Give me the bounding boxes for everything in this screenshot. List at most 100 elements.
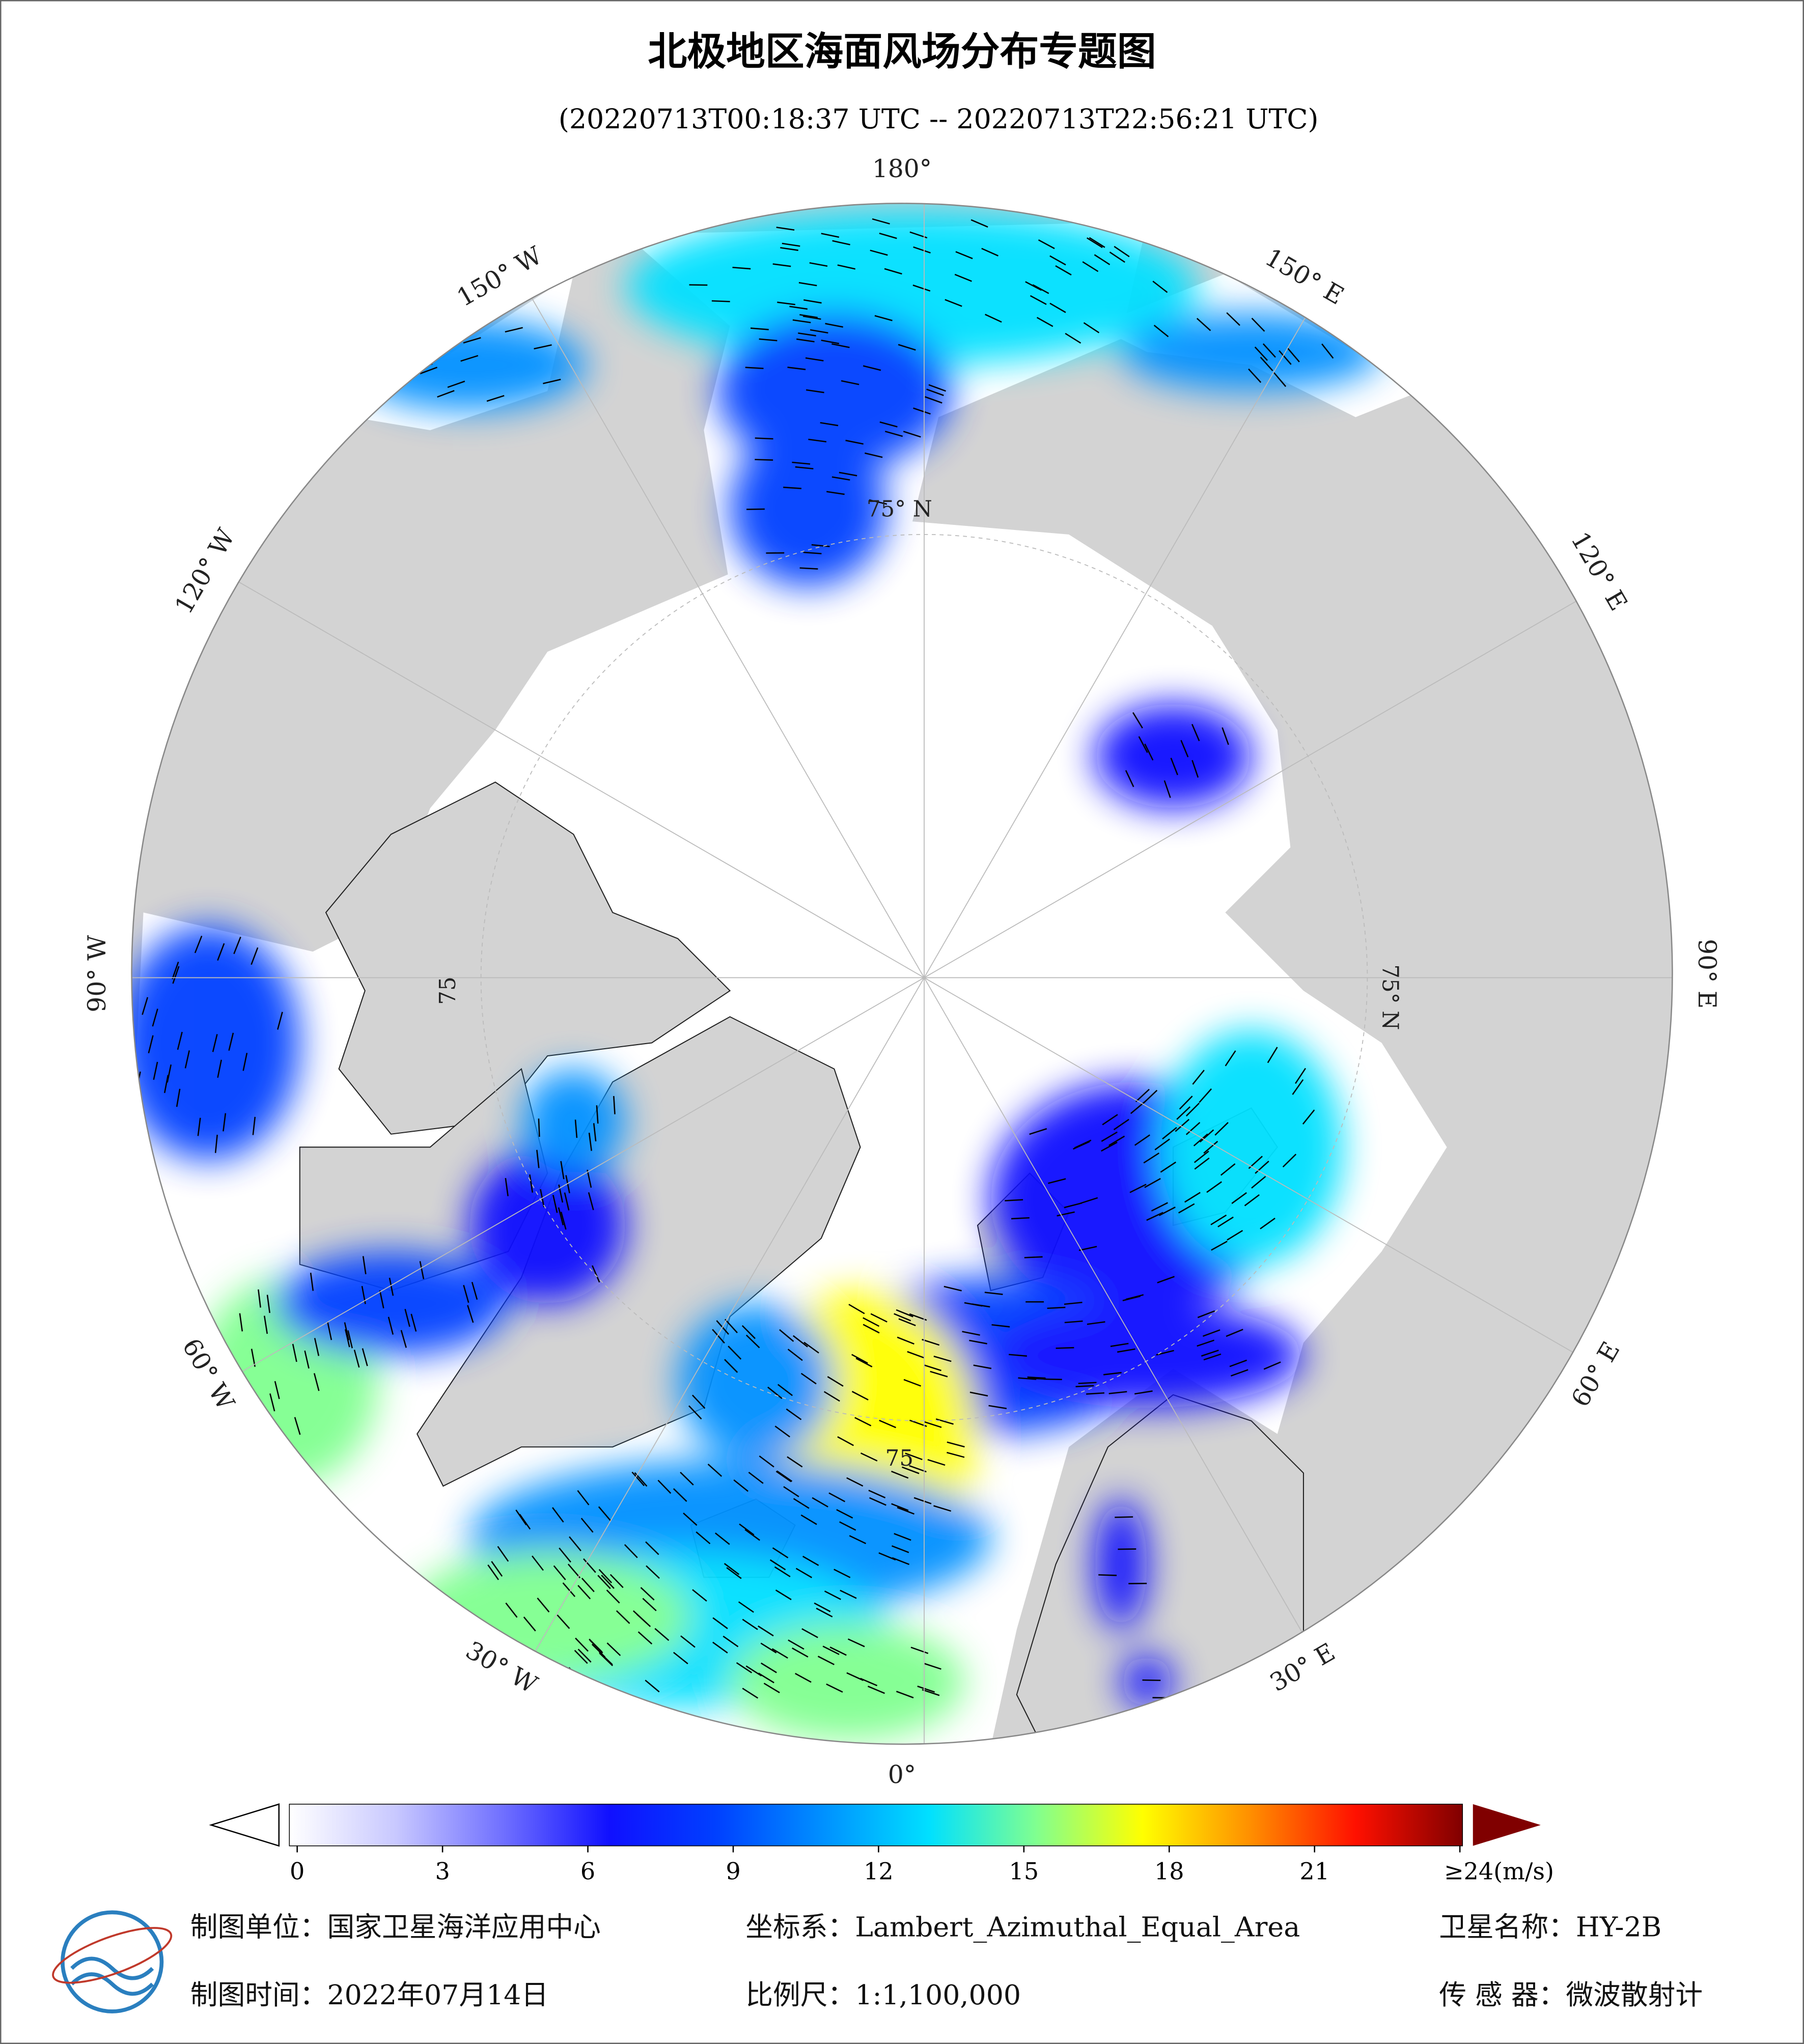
wind-arrow [803,299,822,304]
wind-arrow [896,1691,914,1699]
wind-arrow [800,1514,817,1525]
wind-arrow [184,1050,190,1069]
wind-arrow [1179,1096,1193,1110]
wind-arrow [1263,1361,1281,1370]
wind-arrow [884,431,903,437]
wind-arrow [707,1464,723,1477]
graticule-label: 180° [872,155,932,183]
wind-arrow [497,1546,509,1562]
colorbar-tick-label: 21 [1299,1858,1329,1885]
wind-arrow [587,1169,592,1188]
latitude-label: 75° N [1377,964,1402,1030]
wind-arrow [1117,1348,1135,1353]
wind-arrow [758,1625,774,1637]
wind-arrow [1110,1342,1129,1347]
colorbar-tick-label: 0 [290,1858,304,1885]
wind-arrow [1231,1369,1248,1377]
wind-arrow [831,343,850,348]
wind-arrow [1153,324,1169,338]
wind-arrow [981,247,999,257]
wind-arrow [775,1589,792,1601]
graticule-label: 90° E [1692,939,1721,1009]
wind-arrow [795,1672,812,1683]
meridian [519,277,925,978]
wind-arrow [902,1466,920,1474]
wind-arrow [1109,251,1125,263]
wind-patch [730,1622,965,1741]
wind-arrow [863,1324,880,1334]
wind-arrow [574,1119,578,1138]
wind-patch [521,1069,626,1173]
wind-arrow [552,1507,564,1523]
wind-arrow [1122,1295,1141,1302]
wind-arrow [642,1598,657,1611]
wind-arrow [793,1498,810,1509]
wind-arrow [1279,350,1292,365]
meridian [924,977,1329,1678]
wind-arrow [1202,1329,1220,1337]
wind-arrow [696,1531,711,1545]
wind-arrow [828,1492,846,1502]
footer-date: 制图时间：2022年07月14日 [190,1979,549,2011]
colorbar-tick-label: 18 [1154,1858,1184,1885]
wind-arrow [969,1391,988,1397]
wind-arrow [840,1589,857,1599]
wind-arrow [732,266,751,270]
wind-arrow [1055,265,1072,276]
wind-arrow [809,262,828,267]
wind-arrow [1064,1301,1083,1305]
wind-arrow [569,1536,581,1552]
wind-arrow [353,1350,360,1368]
wind-arrow [1287,347,1300,362]
wind-arrow [153,1061,158,1080]
wind-arrow [1225,1050,1236,1067]
wind-arrow [1321,343,1334,359]
wind-arrow [774,1566,791,1578]
wind-arrow [772,263,791,267]
wind-arrow [832,240,850,245]
wind-arrow [792,461,811,465]
wind-arrow [760,1662,777,1673]
wind-arrow [829,1646,847,1656]
wind-arrow [1083,322,1100,333]
wind-arrow [537,1598,550,1613]
wind-arrow [925,396,942,404]
wind-arrow [869,1497,886,1506]
wind-arrow [543,378,561,384]
wind-arrow [689,284,708,286]
wind-arrow [783,1486,799,1498]
wind-arrow [239,1313,243,1332]
wind-arrow [867,1686,885,1694]
wind-arrow [943,1285,962,1292]
map-border [131,203,1673,1745]
wind-arrow [1160,1161,1177,1173]
wind-arrow [294,1417,301,1435]
wind-arrow [1135,1088,1150,1103]
wind-arrow [787,1349,803,1361]
wind-arrow [860,1452,878,1462]
wind-arrow [1072,1141,1090,1150]
wind-arrow [536,1150,540,1168]
wind-arrow [806,389,824,394]
wind-arrow [1210,1214,1227,1225]
wind-arrow [560,1212,567,1230]
latitude-label: 75 [885,1446,913,1471]
wind-patch [1121,313,1382,391]
wind-arrow [870,249,888,256]
wind-arrow [1197,1310,1215,1319]
wind-arrow [577,1490,590,1505]
wind-arrow [1018,1377,1037,1380]
wind-arrow [1057,1211,1075,1217]
colorbar-tick-label: 15 [1009,1858,1039,1885]
footer-sensor: 传 感 器：微波散射计 [1439,1979,1703,2011]
wind-arrow [172,962,179,979]
wind-arrow [863,365,881,371]
wind-arrow [922,1689,940,1696]
wind-arrow [1194,1157,1210,1170]
wind-arrow [1157,1276,1175,1283]
wind-arrow [933,1505,952,1512]
wind-arrow [460,355,479,362]
wind-arrow [1087,237,1103,248]
wind-arrow [924,1421,942,1428]
